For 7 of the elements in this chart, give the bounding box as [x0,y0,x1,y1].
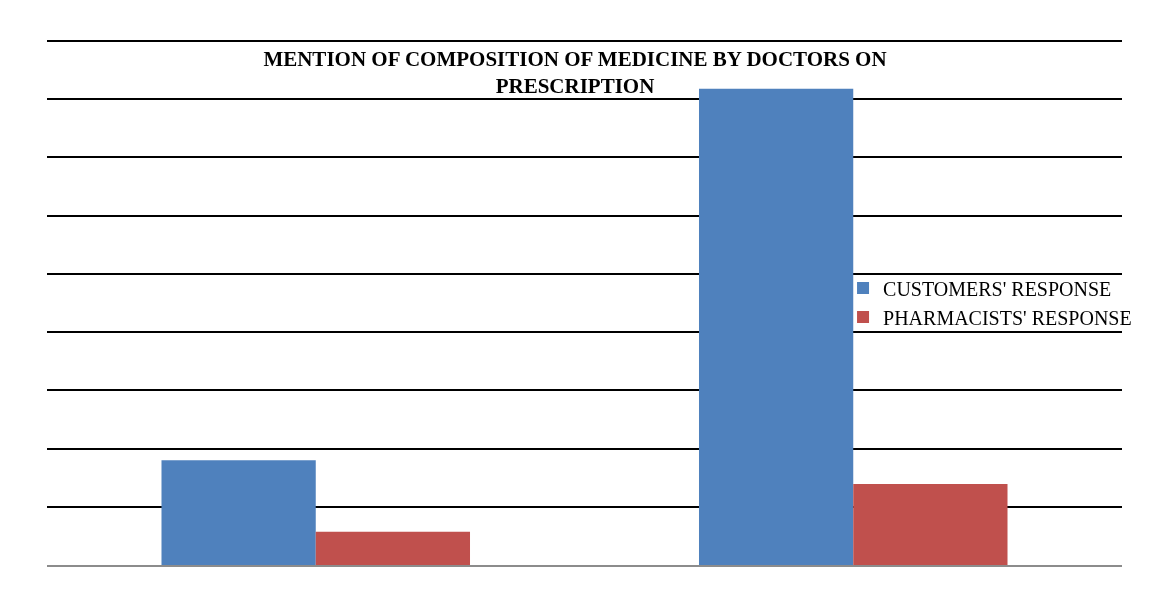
chart-title: MENTION OF COMPOSITION OF MEDICINE BY DOCTORS ON PRESCRIPTION [263,47,887,99]
bar [853,484,1008,565]
legend-label: PHARMACISTS' RESPONSE [883,306,1132,329]
bar [698,88,854,565]
bar [315,531,471,565]
bar [161,460,316,565]
legend-label: CUSTOMERS' RESPONSE [883,277,1112,300]
